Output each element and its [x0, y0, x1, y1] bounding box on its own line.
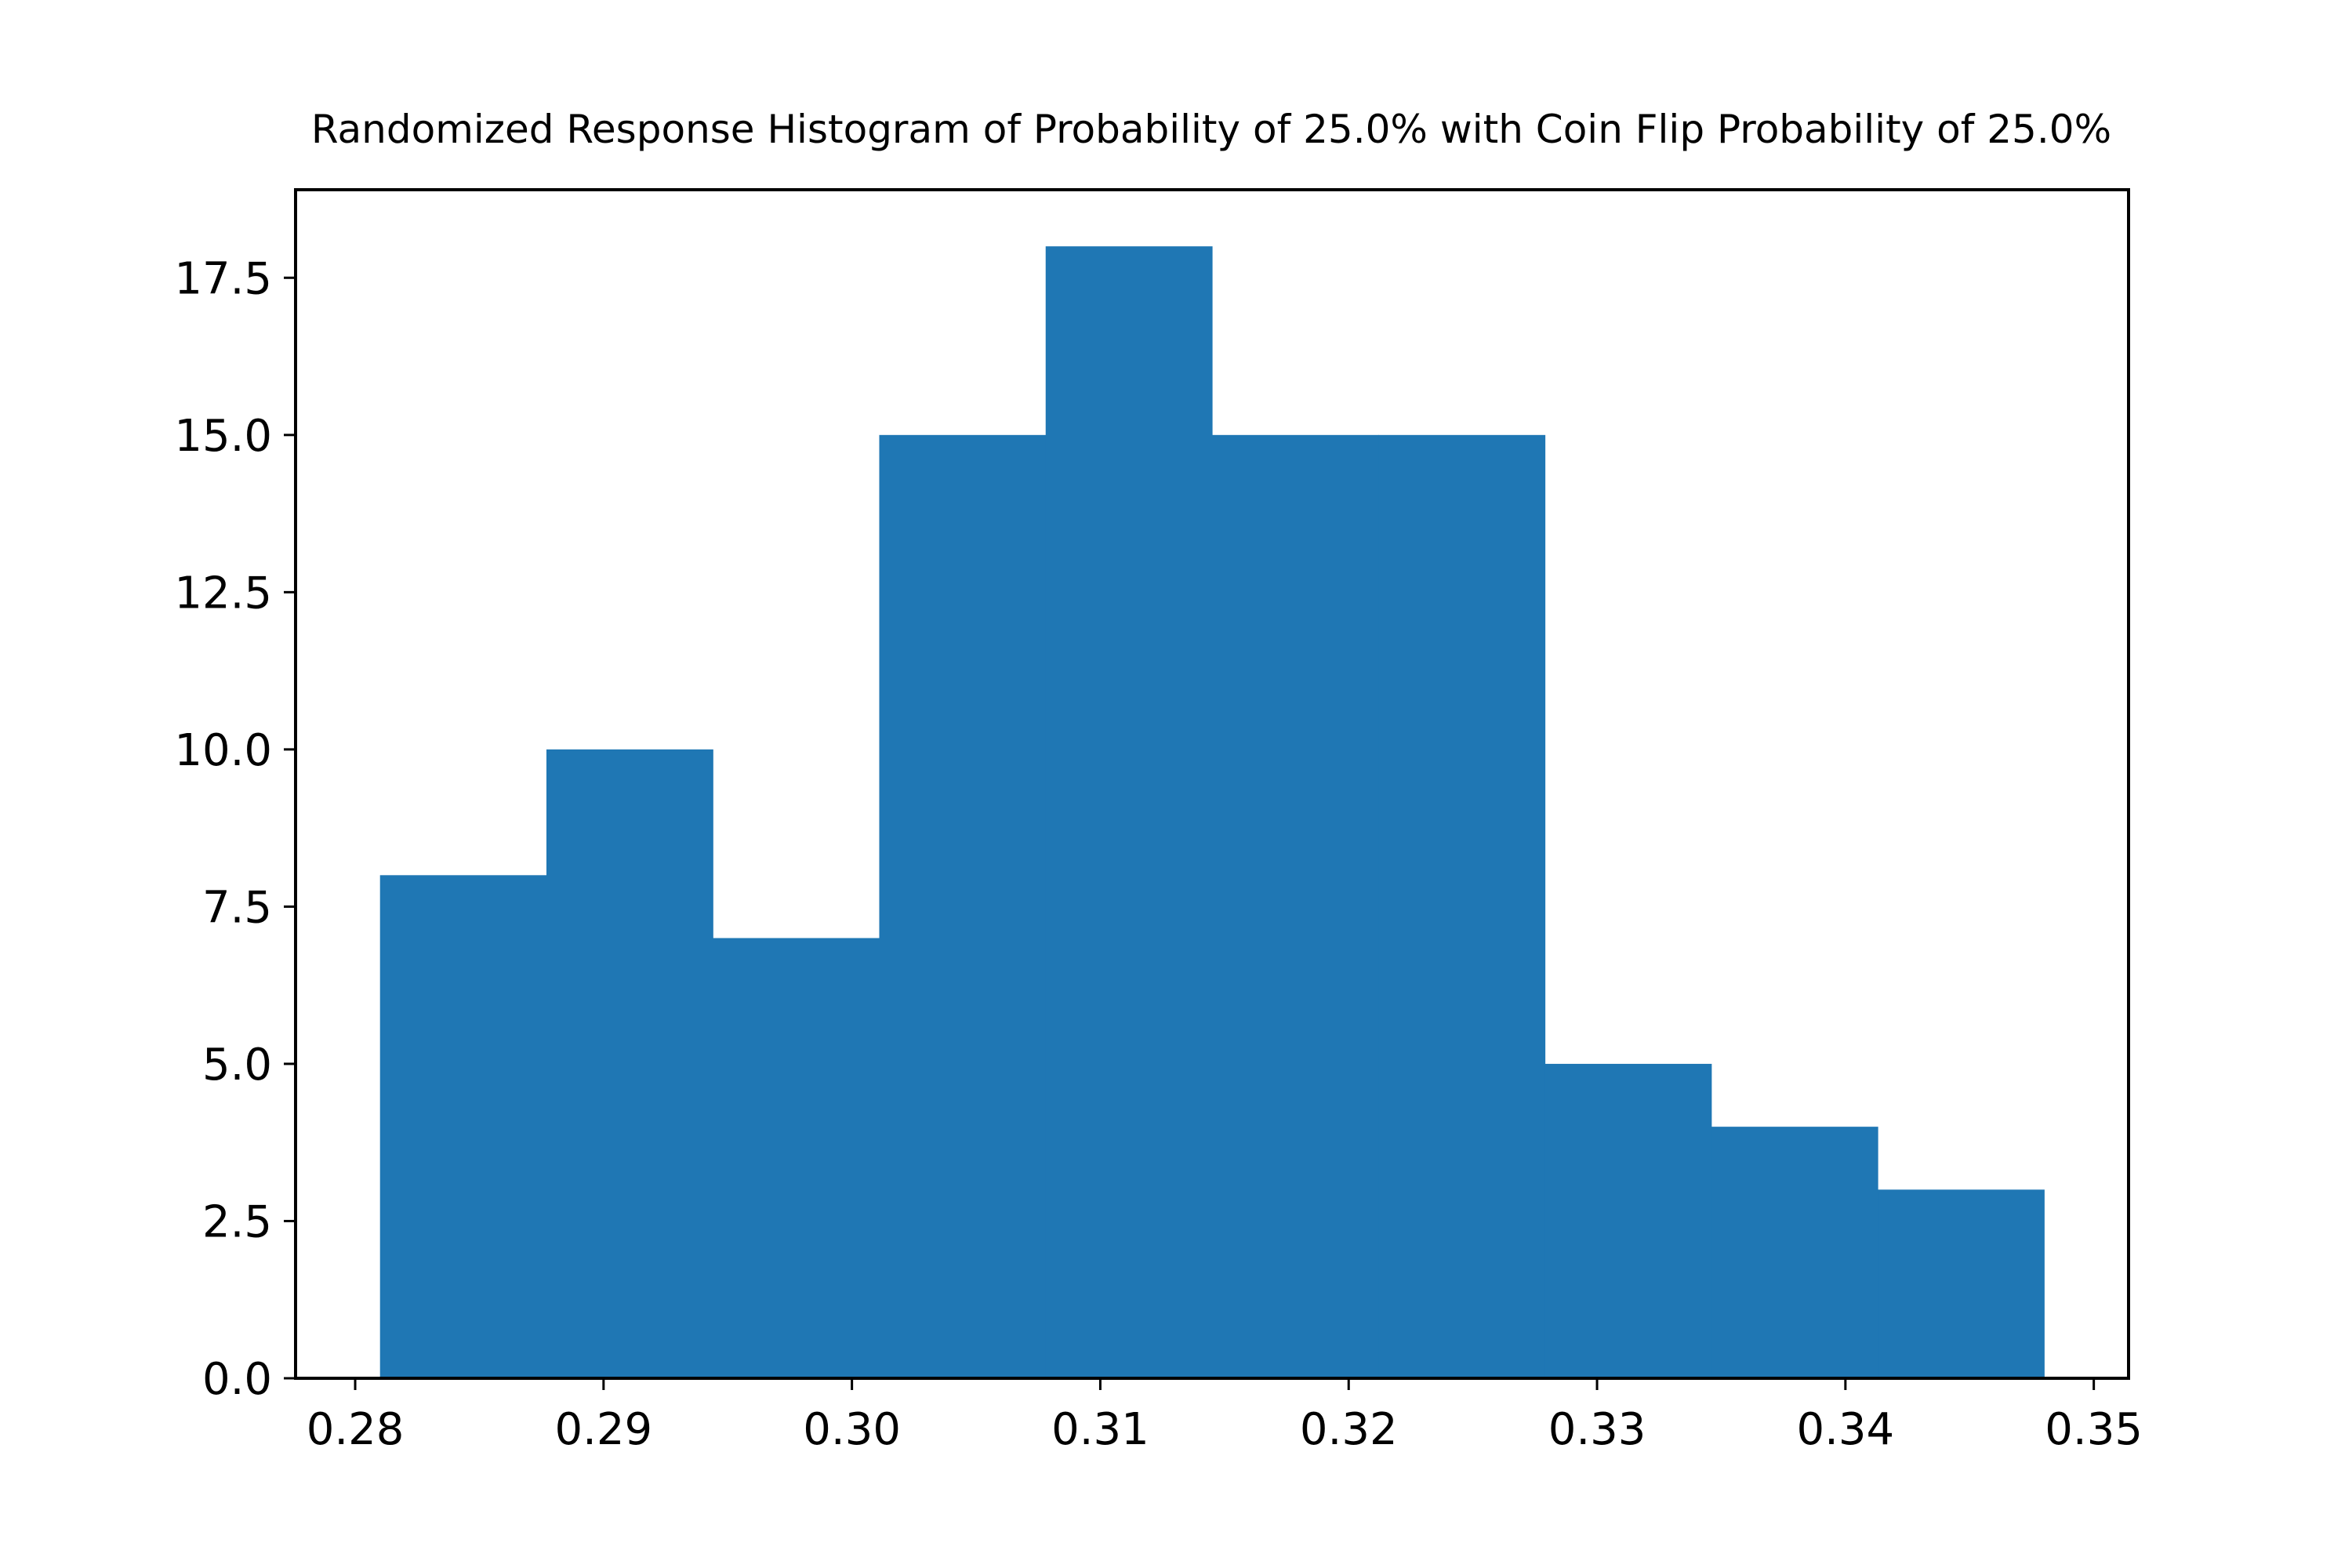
histogram-bar-6 — [1212, 434, 1379, 1378]
x-tick-label: 0.34 — [1797, 1404, 1895, 1455]
x-tick-label: 0.35 — [2045, 1404, 2143, 1455]
y-tick-label: 10.0 — [174, 725, 272, 776]
plot-frame — [294, 188, 2130, 1380]
y-axis: 0.0 2.5 5.0 7.5 10.0 12.5 15.0 17.5 — [174, 253, 296, 1405]
y-tick-label: 0.0 — [202, 1354, 272, 1405]
bars-layer — [379, 246, 2045, 1379]
x-tick-label: 0.29 — [554, 1404, 652, 1455]
x-tick-label: 0.31 — [1051, 1404, 1149, 1455]
x-tick-label: 0.30 — [803, 1404, 901, 1455]
chart-title: Randomized Response Histogram of Probabi… — [311, 107, 2111, 152]
histogram-bar-3 — [713, 938, 880, 1378]
histogram-bar-4 — [879, 434, 1047, 1378]
x-axis: 0.28 0.29 0.30 0.31 0.32 0.33 0.34 0.35 — [307, 1378, 2143, 1455]
x-tick-label: 0.33 — [1548, 1404, 1646, 1455]
y-tick-label: 2.5 — [202, 1196, 272, 1247]
histogram-bar-1 — [379, 875, 547, 1378]
histogram-bar-5 — [1045, 246, 1213, 1379]
y-tick-label: 17.5 — [174, 253, 272, 304]
y-tick-label: 15.0 — [174, 411, 272, 462]
histogram-bar-2 — [546, 749, 713, 1378]
histogram-bar-9 — [1711, 1127, 1878, 1378]
y-tick-label: 5.0 — [202, 1040, 272, 1091]
x-tick-label: 0.28 — [307, 1404, 405, 1455]
histogram-bar-8 — [1544, 1063, 1712, 1378]
x-tick-label: 0.32 — [1300, 1404, 1398, 1455]
y-tick-label: 12.5 — [174, 568, 272, 619]
histogram-bar-7 — [1378, 434, 1546, 1378]
y-tick-label: 7.5 — [202, 882, 272, 933]
histogram-bar-10 — [1878, 1189, 2045, 1378]
